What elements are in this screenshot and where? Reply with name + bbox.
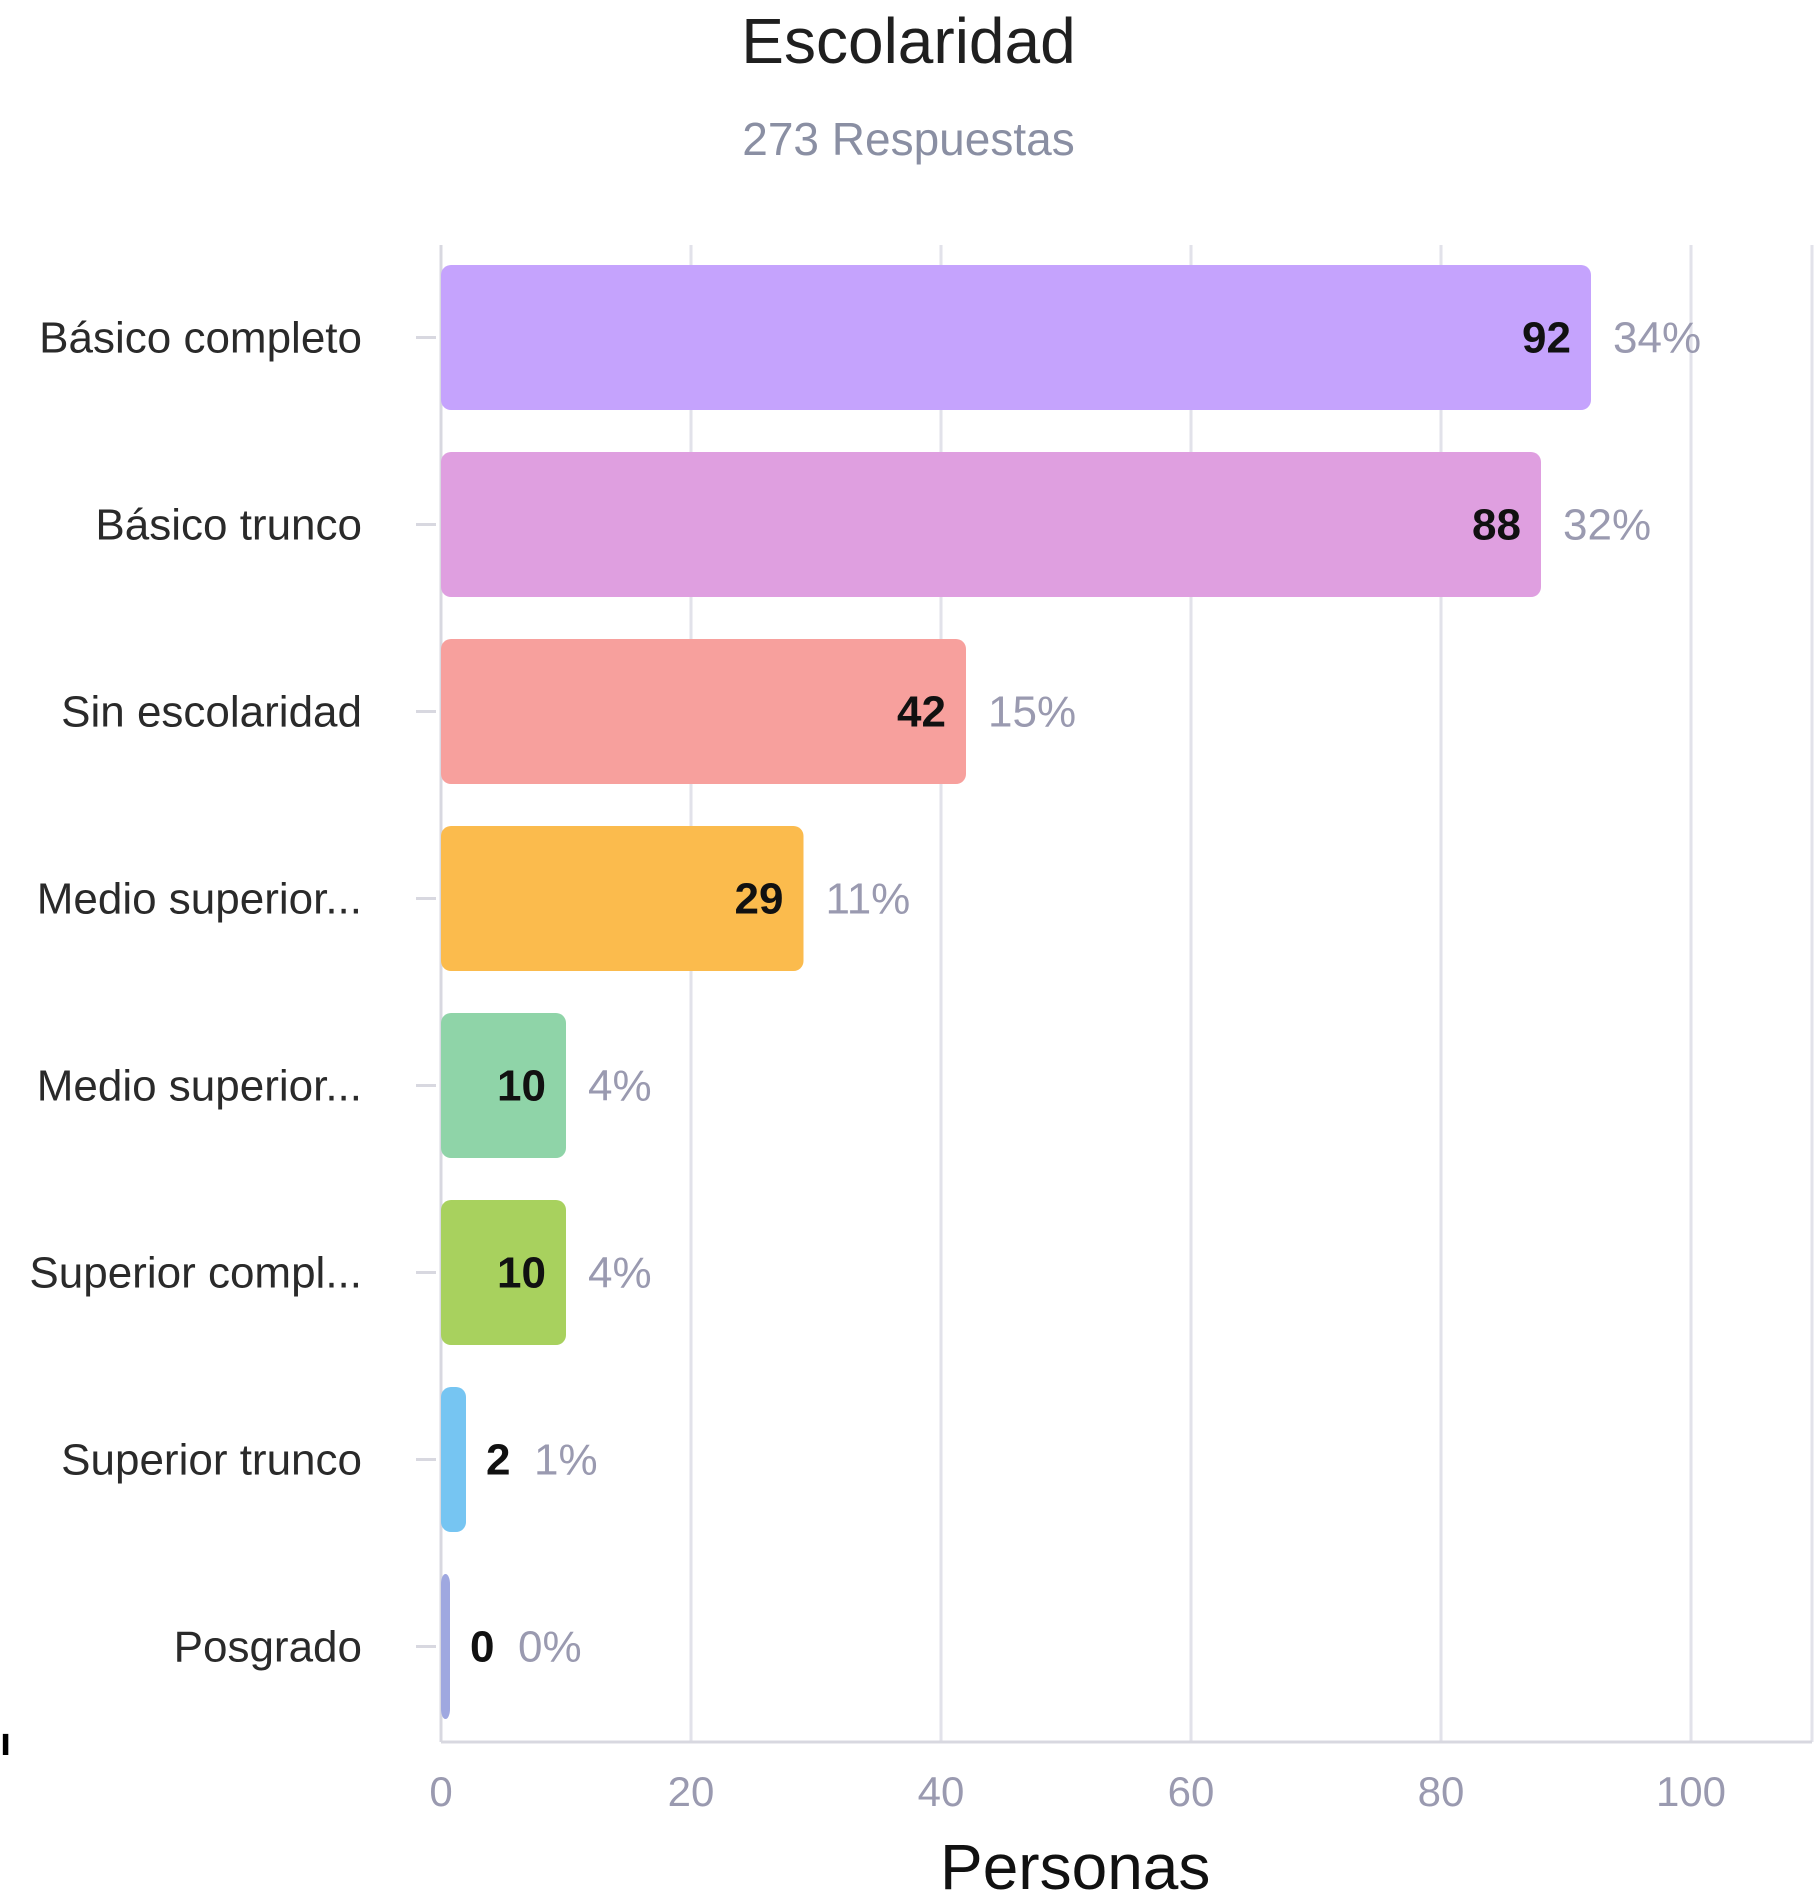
chart-subtitle: 273 Respuestas	[742, 113, 1075, 165]
value-label-4: 10	[497, 1062, 546, 1111]
value-label-7: 0	[470, 1623, 494, 1672]
percent-label-0: 34%	[1613, 314, 1701, 363]
category-label-2: Sin escolaridad	[61, 688, 362, 737]
value-label-0: 92	[1522, 314, 1571, 363]
category-label-6: Superior trunco	[61, 1436, 362, 1485]
category-label-7: Posgrado	[174, 1623, 362, 1672]
percent-label-3: 11%	[826, 875, 911, 924]
category-label-0: Básico completo	[39, 314, 362, 363]
x-axis-title: Personas	[940, 1831, 1211, 1903]
percent-label-7: 0%	[518, 1623, 582, 1672]
x-tick-label-40: 40	[918, 1768, 965, 1815]
edge-mark-1: ı	[0, 1720, 12, 1764]
bar-4	[441, 1013, 566, 1158]
bar-5	[441, 1200, 566, 1345]
x-tick-label-20: 20	[668, 1768, 715, 1815]
bar-1	[441, 452, 1541, 597]
value-label-5: 10	[497, 1249, 546, 1298]
bar-6	[441, 1387, 466, 1532]
bar-2	[441, 639, 966, 784]
percent-label-4: 4%	[588, 1062, 652, 1111]
category-label-3: Medio superior...	[37, 875, 362, 924]
bar-3	[441, 826, 804, 971]
bar-0	[441, 265, 1591, 410]
x-tick-label-80: 80	[1418, 1768, 1465, 1815]
category-label-1: Básico trunco	[95, 501, 362, 550]
percent-label-2: 15%	[988, 688, 1076, 737]
value-label-1: 88	[1472, 501, 1521, 550]
x-tick-label-100: 100	[1656, 1768, 1726, 1815]
chart-title: Escolaridad	[741, 5, 1076, 77]
category-label-4: Medio superior...	[37, 1062, 362, 1111]
x-tick-label-0: 0	[429, 1768, 452, 1815]
bar-7	[441, 1574, 450, 1719]
value-label-3: 29	[735, 875, 784, 924]
percent-label-6: 1%	[534, 1436, 598, 1485]
x-tick-label-60: 60	[1168, 1768, 1215, 1815]
value-label-2: 42	[897, 688, 946, 737]
percent-label-5: 4%	[588, 1249, 652, 1298]
category-label-5: Superior compl...	[29, 1249, 362, 1298]
percent-label-1: 32%	[1563, 501, 1651, 550]
value-label-6: 2	[486, 1436, 510, 1485]
